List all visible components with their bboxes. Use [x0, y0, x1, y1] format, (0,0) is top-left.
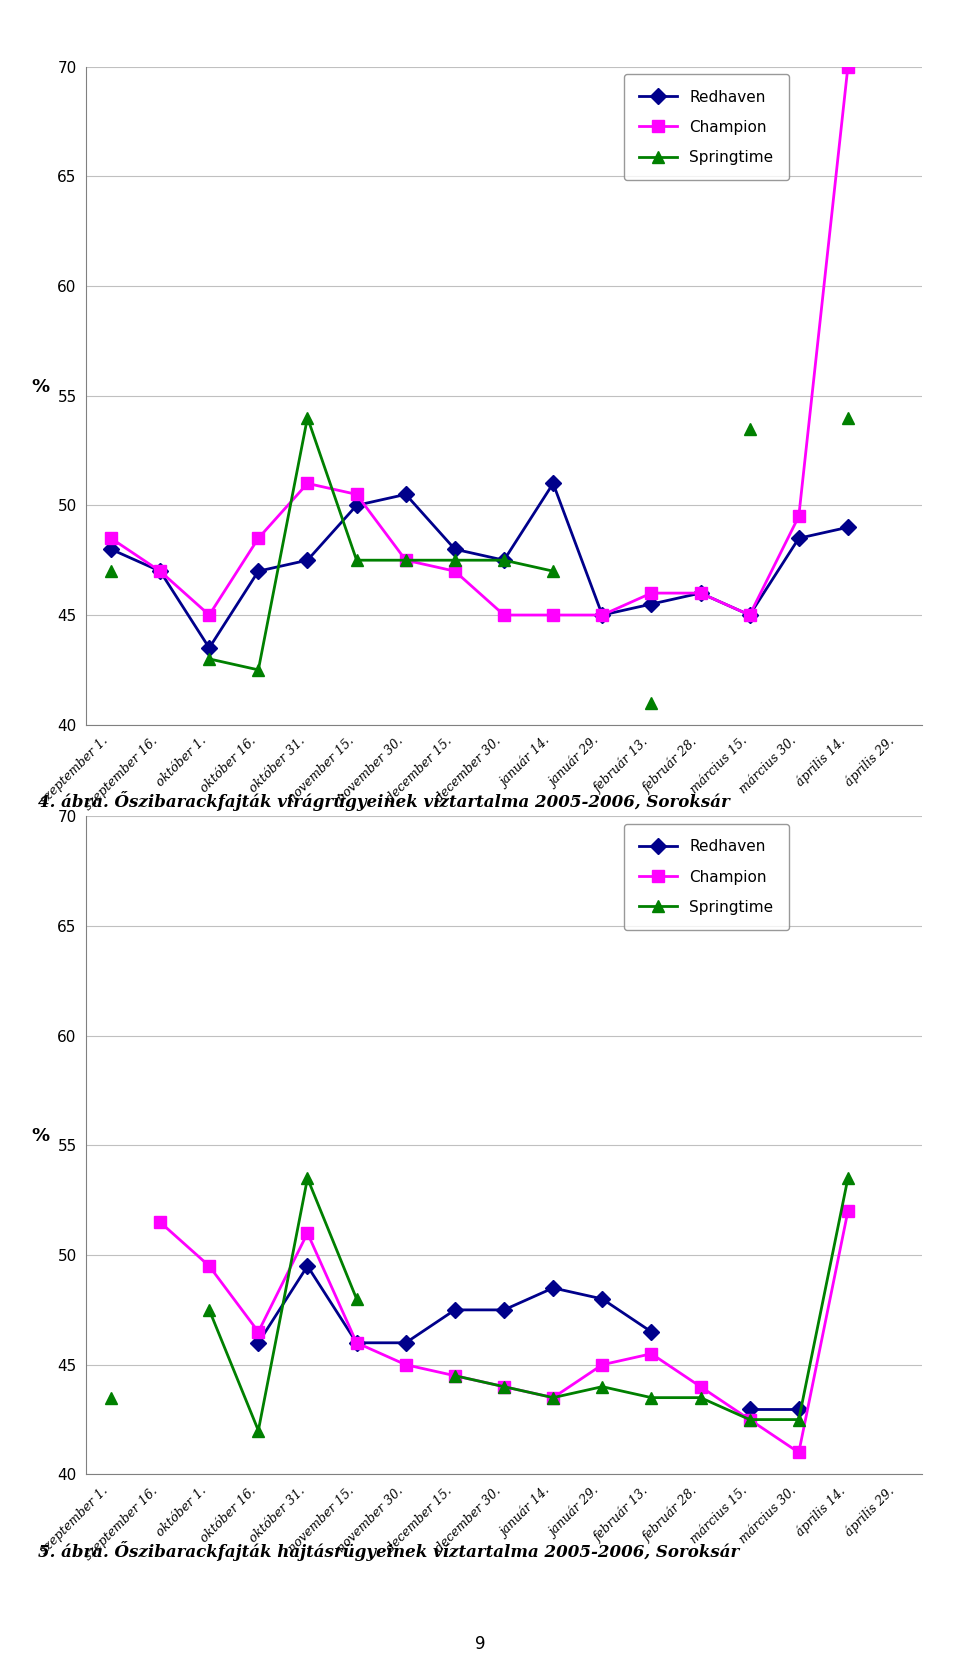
Champion — [646, 583, 658, 603]
Champion — [695, 583, 707, 603]
Redhaven — [301, 550, 313, 570]
Redhaven — [155, 561, 166, 581]
Redhaven — [449, 1299, 461, 1319]
Champion — [204, 1256, 215, 1276]
Champion — [350, 1333, 362, 1353]
Legend: Redhaven, Champion, Springtime: Redhaven, Champion, Springtime — [624, 75, 789, 180]
Redhaven — [301, 1256, 313, 1276]
Redhaven — [498, 550, 510, 570]
Redhaven — [400, 485, 412, 505]
Redhaven — [547, 473, 559, 493]
Redhaven — [498, 1299, 510, 1319]
Y-axis label: %: % — [32, 1128, 50, 1146]
Champion — [400, 1354, 412, 1374]
Redhaven — [695, 583, 707, 603]
Champion — [744, 605, 756, 625]
Text: 5. ábra. Őszibarackfajták hajtásrügyeinek víztartalma 2005-2006, Soroksár: 5. ábra. Őszibarackfajták hajtásrügyeine… — [38, 1541, 739, 1561]
Champion — [449, 1366, 461, 1386]
Redhaven — [793, 528, 804, 548]
Line: Redhaven: Redhaven — [252, 1261, 657, 1348]
Redhaven — [204, 638, 215, 658]
Champion — [301, 1223, 313, 1243]
Champion — [744, 1409, 756, 1429]
Champion — [350, 485, 362, 505]
Redhaven — [646, 595, 658, 615]
Champion — [793, 506, 804, 526]
Text: 4. ábra. Őszibarackfajták virágrügyeinek víztartalma 2005-2006, Soroksár: 4. ábra. Őszibarackfajták virágrügyeinek… — [38, 791, 731, 811]
Redhaven — [646, 1321, 658, 1341]
Redhaven — [252, 561, 264, 581]
Text: 9: 9 — [475, 1634, 485, 1653]
Redhaven — [106, 540, 117, 560]
Y-axis label: %: % — [32, 378, 50, 397]
Champion — [547, 1388, 559, 1408]
Champion — [155, 1213, 166, 1233]
Legend: Redhaven, Champion, Springtime: Redhaven, Champion, Springtime — [624, 825, 789, 930]
Champion — [400, 550, 412, 570]
Line: Redhaven: Redhaven — [106, 478, 853, 653]
Champion — [106, 528, 117, 548]
Champion — [793, 1443, 804, 1463]
Champion — [646, 1344, 658, 1364]
Champion — [596, 605, 608, 625]
Champion — [204, 605, 215, 625]
Redhaven — [350, 495, 362, 515]
Redhaven — [252, 1333, 264, 1353]
Redhaven — [842, 516, 853, 536]
Redhaven — [596, 1289, 608, 1309]
Champion — [449, 561, 461, 581]
Redhaven — [547, 1278, 559, 1298]
Champion — [842, 57, 853, 77]
Redhaven — [449, 540, 461, 560]
Redhaven — [400, 1333, 412, 1353]
Champion — [547, 605, 559, 625]
Champion — [695, 1376, 707, 1396]
Champion — [498, 1376, 510, 1396]
Redhaven — [596, 605, 608, 625]
Line: Champion: Champion — [106, 62, 853, 621]
Champion — [596, 1354, 608, 1374]
Champion — [498, 605, 510, 625]
Champion — [252, 528, 264, 548]
Redhaven — [744, 605, 756, 625]
Redhaven — [350, 1333, 362, 1353]
Champion — [252, 1321, 264, 1341]
Line: Champion: Champion — [155, 1206, 853, 1458]
Champion — [155, 561, 166, 581]
Champion — [842, 1201, 853, 1221]
Champion — [301, 473, 313, 493]
